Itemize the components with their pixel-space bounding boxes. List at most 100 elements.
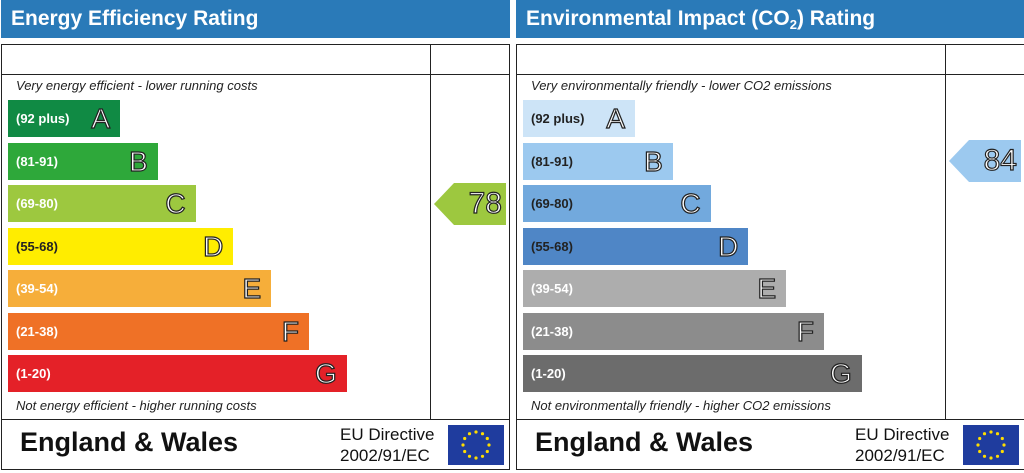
rating-band-f: (21-38) F [8,312,309,350]
band-letter: A [606,102,626,134]
current-rating-value: 84 [983,143,1018,177]
band-letter: G [314,357,337,389]
top-note: Very energy efficient - lower running co… [16,78,258,93]
eu-flag-icon [448,425,504,465]
eu-star [989,430,993,434]
directive-line-2: 2002/91/EC [855,446,945,465]
column-divider [430,45,431,419]
band-letter: A [91,102,111,134]
band-range-label: (1-20) [531,366,566,381]
column-divider [945,45,946,419]
rating-band-c: (69-80) C [523,185,711,222]
band-range-label: (21-38) [16,323,58,339]
band-range-label: (39-54) [16,281,58,296]
band-letter: B [129,145,149,177]
energy-panel-title: Energy Efficiency Rating [1,0,510,38]
eu-star [461,443,465,447]
directive-line-1: EU Directive [855,425,950,444]
rating-band-f: (21-38) F [523,312,824,350]
band-letter: F [796,315,814,347]
environmental-chart-box: Very environmentally friendly - lower CO… [516,44,1024,470]
eu-star [982,454,987,458]
eu-star [463,436,467,441]
indicator-arrow-shape [434,182,506,225]
band-letter: F [281,315,299,347]
band-range-label: (21-38) [531,323,573,339]
band-range-label: (69-80) [531,196,573,211]
indicator-arrow-shape [949,140,1021,182]
eu-flag-icon [963,425,1019,465]
footer-divider [2,419,509,420]
band-letter: C [165,187,186,219]
eu-star [467,454,472,458]
eu-directive: EU Directive 2002/91/EC [855,424,949,466]
band-range-label: (81-91) [531,153,573,169]
rating-band-a: (92 plus) A [8,100,120,137]
band-letter: B [644,145,664,177]
eu-star [480,454,485,458]
band-range-label: (39-54) [531,281,573,296]
eu-star [976,443,980,447]
current-rating-indicator: 78 [434,182,506,225]
eu-star [480,432,485,436]
rating-band-a: (92 plus) A [523,100,635,137]
rating-band-d: (55-68) D [523,227,749,265]
band-letter: G [829,357,852,389]
band-letter: C [680,187,701,219]
eu-star [485,449,489,454]
title-prefix: Environmental Impact (CO [526,7,790,30]
rating-band-g: (1-20) G [8,355,347,392]
header-divider [517,74,1024,75]
band-range-label: (92 plus) [16,111,70,126]
eu-directive: EU Directive 2002/91/EC [340,424,434,466]
rating-band-e: (39-54) E [523,270,787,307]
eu-star [1000,436,1004,441]
eu-star [1002,443,1006,447]
title-suffix: ) Rating [796,7,876,30]
current-rating-indicator: 84 [949,140,1021,182]
rating-band-d: (55-68) D [8,227,234,265]
eu-star [474,456,478,460]
eu-star [487,443,491,447]
indicator-arrow [949,140,1021,182]
eu-star [485,436,489,441]
rating-band-e: (39-54) E [8,270,272,307]
rating-band-b: (81-91) B [8,142,158,180]
top-note: Very environmentally friendly - lower CO… [531,78,832,93]
rating-band-g: (1-20) G [523,355,862,392]
band-letter: D [203,230,224,262]
band-letter: E [757,272,777,304]
title-subscript: 2 [789,17,797,32]
band-range-label: (69-80) [16,196,58,211]
band-range-label: (92 plus) [531,111,585,126]
rating-band-b: (81-91) B [523,142,673,180]
environmental-panel-title: Environmental Impact (CO2) Rating [516,0,1024,38]
eu-star [978,449,982,454]
bottom-note: Not energy efficient - higher running co… [16,398,257,413]
band-range-label: (55-68) [531,238,573,254]
current-rating-value: 78 [468,186,503,220]
eu-star [978,436,982,441]
energy-efficiency-panel: Energy Efficiency Rating Very energy eff… [1,0,510,473]
directive-line-1: EU Directive [340,425,435,444]
eu-star [989,456,993,460]
rating-band-c: (69-80) C [8,185,196,222]
eu-star [474,430,478,434]
eu-star [995,432,1000,436]
region-label: England & Wales [535,427,754,457]
band-range-label: (55-68) [16,238,58,254]
footer-divider [517,419,1024,420]
eu-star [1000,449,1004,454]
eu-star [995,454,1000,458]
region-label: England & Wales [20,427,239,457]
bottom-note: Not environmentally friendly - higher CO… [531,398,831,413]
band-letter: D [718,230,739,262]
environmental-impact-panel: Environmental Impact (CO2) Rating Very e… [516,0,1024,473]
indicator-arrow [434,182,506,225]
band-range-label: (81-91) [16,153,58,169]
band-range-label: (1-20) [16,366,51,381]
header-divider [2,74,509,75]
eu-star [467,432,472,436]
band-letter: E [242,272,262,304]
energy-chart-box: Very energy efficient - lower running co… [1,44,510,470]
